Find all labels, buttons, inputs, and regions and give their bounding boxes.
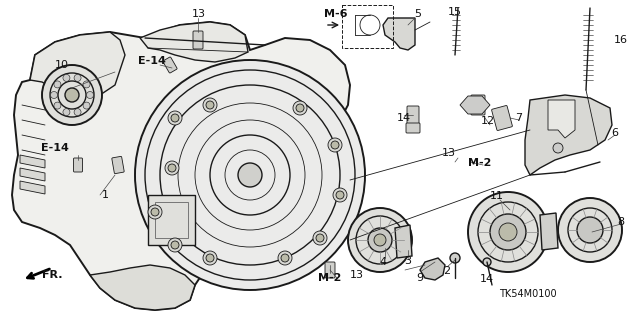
Text: 16: 16 [614, 35, 628, 45]
Text: 15: 15 [448, 7, 462, 17]
Circle shape [171, 114, 179, 122]
Polygon shape [383, 18, 415, 50]
Text: 1: 1 [102, 190, 109, 200]
Text: M-2: M-2 [468, 158, 492, 168]
Text: 2: 2 [444, 266, 451, 276]
Polygon shape [548, 100, 575, 138]
Polygon shape [90, 265, 195, 310]
Text: M-2: M-2 [318, 273, 342, 283]
FancyBboxPatch shape [406, 123, 420, 133]
Circle shape [74, 74, 81, 81]
Text: E-14: E-14 [138, 56, 166, 66]
Polygon shape [30, 32, 125, 98]
FancyBboxPatch shape [74, 158, 83, 172]
Circle shape [171, 241, 179, 249]
Circle shape [333, 188, 347, 202]
Circle shape [203, 251, 217, 265]
Text: 13: 13 [350, 270, 364, 280]
Circle shape [203, 98, 217, 112]
Polygon shape [20, 155, 45, 168]
Circle shape [51, 92, 58, 99]
FancyBboxPatch shape [471, 95, 485, 115]
Circle shape [558, 198, 622, 262]
FancyBboxPatch shape [407, 106, 419, 124]
Circle shape [281, 254, 289, 262]
Text: 14: 14 [397, 113, 411, 123]
Circle shape [83, 102, 90, 109]
Circle shape [331, 141, 339, 149]
Circle shape [135, 60, 365, 290]
Circle shape [54, 102, 61, 109]
Circle shape [368, 228, 392, 252]
Text: 3: 3 [404, 256, 412, 266]
Text: 4: 4 [380, 257, 387, 267]
Circle shape [83, 81, 90, 88]
Text: 11: 11 [490, 191, 504, 201]
Polygon shape [420, 258, 445, 280]
Text: E-14: E-14 [41, 143, 69, 153]
FancyBboxPatch shape [325, 262, 335, 278]
Polygon shape [148, 195, 195, 245]
Circle shape [328, 138, 342, 152]
Polygon shape [460, 96, 490, 114]
Circle shape [483, 258, 491, 266]
Circle shape [65, 88, 79, 102]
Circle shape [74, 108, 81, 115]
Text: 9: 9 [417, 273, 424, 283]
Circle shape [348, 208, 412, 272]
FancyBboxPatch shape [193, 31, 203, 49]
Text: TK54M0100: TK54M0100 [499, 289, 557, 299]
Text: 12: 12 [481, 116, 495, 126]
Text: 13: 13 [192, 9, 206, 19]
Circle shape [168, 238, 182, 252]
Polygon shape [140, 22, 248, 62]
Circle shape [54, 81, 61, 88]
Text: M-6: M-6 [324, 9, 348, 19]
FancyBboxPatch shape [112, 156, 124, 174]
Circle shape [313, 231, 327, 245]
Polygon shape [395, 225, 412, 258]
Circle shape [168, 164, 176, 172]
Circle shape [42, 65, 102, 125]
Polygon shape [540, 213, 558, 250]
Text: 10: 10 [55, 60, 69, 70]
Text: 6: 6 [611, 128, 618, 138]
Circle shape [499, 223, 517, 241]
Circle shape [336, 191, 344, 199]
Polygon shape [12, 22, 350, 310]
Circle shape [278, 251, 292, 265]
Circle shape [490, 214, 526, 250]
Polygon shape [525, 95, 612, 175]
Polygon shape [20, 181, 45, 194]
Circle shape [206, 101, 214, 109]
Circle shape [206, 254, 214, 262]
Circle shape [168, 111, 182, 125]
Text: 14: 14 [480, 274, 494, 284]
Circle shape [450, 253, 460, 263]
Circle shape [238, 163, 262, 187]
Text: 13: 13 [442, 148, 456, 158]
Text: 8: 8 [618, 217, 625, 227]
Text: 5: 5 [415, 9, 422, 19]
FancyBboxPatch shape [492, 106, 513, 130]
Circle shape [577, 217, 603, 243]
Circle shape [63, 74, 70, 81]
Circle shape [148, 205, 162, 219]
Text: 7: 7 [515, 113, 523, 123]
Circle shape [151, 208, 159, 216]
Circle shape [468, 192, 548, 272]
Circle shape [296, 104, 304, 112]
Circle shape [86, 92, 93, 99]
FancyBboxPatch shape [163, 57, 177, 73]
Circle shape [165, 161, 179, 175]
Text: FR.: FR. [42, 270, 62, 280]
Circle shape [293, 101, 307, 115]
Circle shape [63, 108, 70, 115]
Circle shape [316, 234, 324, 242]
Polygon shape [20, 168, 45, 181]
Circle shape [553, 143, 563, 153]
Circle shape [374, 234, 386, 246]
